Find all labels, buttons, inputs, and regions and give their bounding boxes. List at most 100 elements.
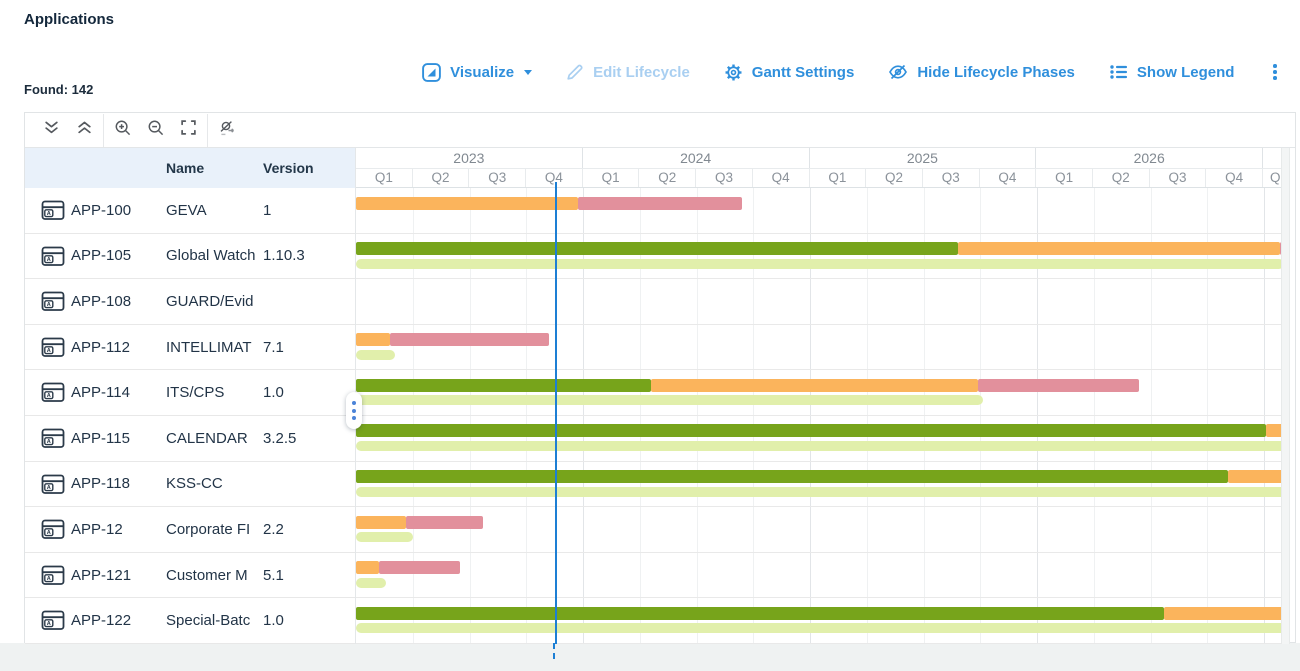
gantt-subbar-lightgreen[interactable] (356, 577, 386, 588)
gantt-subbar-lightgreen[interactable] (356, 486, 1288, 497)
svg-text:A: A (47, 393, 51, 399)
year-label: 2023 (356, 148, 583, 168)
gantt-bar-red[interactable] (378, 561, 461, 575)
application-icon: A (41, 428, 65, 454)
gantt-bar-green[interactable] (356, 424, 1267, 438)
table-row[interactable]: A APP-114 ITS/CPS 1.0 (25, 370, 355, 416)
svg-text:A: A (47, 530, 51, 536)
collapse-all-button[interactable] (68, 116, 101, 144)
gantt-settings-button[interactable]: Gantt Settings (723, 62, 854, 83)
gantt-subbar-lightgreen[interactable] (356, 395, 983, 406)
gantt-subbar-lightgreen[interactable] (356, 258, 1285, 269)
kebab-menu-icon (1273, 64, 1277, 68)
gantt-bar-green[interactable] (356, 606, 1165, 620)
gantt-subbar-lightgreen[interactable] (356, 349, 395, 360)
table-row[interactable]: A APP-100 GEVA 1 (25, 188, 355, 234)
table-row[interactable]: A APP-122 Special-Batc 1.0 (25, 598, 355, 644)
gantt-bar-red[interactable] (390, 333, 549, 347)
table-body: A APP-100 GEVA 1 A APP-105 Global Watch 1.10.3 A… (25, 188, 355, 644)
table-row[interactable]: A APP-105 Global Watch 1.10.3 (25, 233, 355, 280)
gantt-bar-green[interactable] (356, 378, 652, 392)
gantt-actions-bar: Visualize Edit Lifecycle Gantt Settings (421, 57, 1283, 87)
chevron-down-icon (524, 69, 533, 75)
quarter-label: Q1 (583, 169, 640, 187)
zoom-out-button[interactable] (139, 116, 172, 144)
application-icon: A (41, 200, 65, 226)
year-label: 2024 (583, 148, 810, 168)
hide-lifecycle-phases-button[interactable]: Hide Lifecycle Phases (887, 62, 1075, 82)
jump-to-date-icon (218, 119, 236, 142)
gantt-bar-orange[interactable] (356, 196, 579, 210)
zoom-out-icon (147, 119, 165, 142)
more-options-button[interactable] (1267, 60, 1283, 84)
gantt-bar-orange[interactable] (356, 333, 391, 347)
table-row[interactable]: A APP-112 INTELLIMAT 7.1 (25, 324, 355, 371)
table-row[interactable]: A APP-12 Corporate FI 2.2 (25, 507, 355, 553)
column-header-name: Name (166, 160, 205, 176)
quarter-label: Q2 (866, 169, 923, 187)
gantt-chart: 2023 2024 2025 2026 Q1 Q2 Q3 Q4 Q1 Q2 Q3 Q4 Q1 Q2 Q3 Q… (355, 148, 1288, 644)
row-id: APP-118 (71, 475, 130, 493)
divider-drag-handle[interactable] (346, 392, 362, 429)
quarter-label: Q2 (1093, 169, 1150, 187)
row-version: 1 (263, 201, 272, 219)
table-row[interactable]: A APP-108 GUARD/Evid (25, 279, 355, 325)
quarter-label: Q1 (356, 169, 413, 187)
quarter-label: Q1 (810, 169, 867, 187)
fit-view-button[interactable] (172, 116, 205, 144)
row-version: 1.0 (263, 384, 284, 402)
svg-text:A: A (47, 485, 51, 491)
row-id: APP-115 (71, 429, 130, 447)
gantt-bar-orange[interactable] (356, 561, 379, 575)
edit-lifecycle-button[interactable]: Edit Lifecycle (565, 62, 690, 82)
zoom-in-button[interactable] (106, 116, 139, 144)
visualize-button[interactable]: Visualize (421, 62, 533, 83)
gridline (469, 188, 471, 644)
gantt-subbar-lightgreen[interactable] (356, 532, 413, 543)
gantt-bar-orange[interactable] (356, 515, 406, 529)
gridline (1150, 188, 1152, 644)
gridline (1093, 188, 1095, 644)
gantt-bar-green[interactable] (356, 470, 1228, 484)
column-header-version: Version (263, 160, 314, 176)
svg-text:A: A (47, 621, 51, 627)
jump-to-today-button[interactable] (210, 116, 243, 144)
row-id: APP-121 (71, 566, 132, 584)
gantt-row (356, 279, 1288, 325)
today-line (554, 182, 557, 644)
gantt-bar-orange[interactable] (651, 378, 978, 392)
row-id: APP-112 (71, 338, 130, 356)
year-label: 2025 (810, 148, 1037, 168)
gantt-row (356, 188, 1288, 234)
gantt-subbar-lightgreen[interactable] (356, 440, 1288, 451)
gantt-row (356, 325, 1288, 371)
table-row[interactable]: A APP-118 KSS-CC (25, 461, 355, 508)
gridline (639, 188, 641, 644)
expand-all-button[interactable] (35, 116, 68, 144)
gantt-row (356, 507, 1288, 553)
table-row[interactable]: A APP-121 Customer M 5.1 (25, 552, 355, 599)
application-icon: A (41, 474, 65, 500)
application-icon: A (41, 519, 65, 545)
quarter-label: Q4 (753, 169, 810, 187)
year-label: 2026 (1036, 148, 1264, 168)
gantt-bar-red[interactable] (405, 515, 484, 529)
table-row[interactable]: A APP-115 CALENDAR 3.2.5 (25, 415, 355, 462)
gantt-main: Name Version A APP-100 GEVA 1 A APP-105 Global… (25, 147, 1295, 644)
gantt-subbar-lightgreen[interactable] (356, 623, 1288, 634)
row-name: INTELLIMAT (166, 338, 252, 356)
scrollbar-track[interactable] (1281, 148, 1290, 644)
gantt-bar-orange[interactable] (1227, 470, 1288, 484)
gantt-bar-red[interactable] (978, 378, 1140, 392)
row-name: Corporate FI (166, 520, 251, 538)
show-legend-button[interactable]: Show Legend (1108, 62, 1234, 82)
gantt-bar-red[interactable] (578, 196, 742, 210)
table-header-row: Name Version (25, 148, 355, 188)
gantt-bar-orange[interactable] (1164, 606, 1288, 620)
row-name: ITS/CPS (166, 384, 225, 402)
gridline (810, 188, 811, 644)
gantt-bar-orange[interactable] (957, 242, 1280, 256)
row-name: Customer M (166, 566, 248, 584)
gantt-bar-green[interactable] (356, 242, 958, 256)
row-id: APP-122 (71, 612, 132, 630)
